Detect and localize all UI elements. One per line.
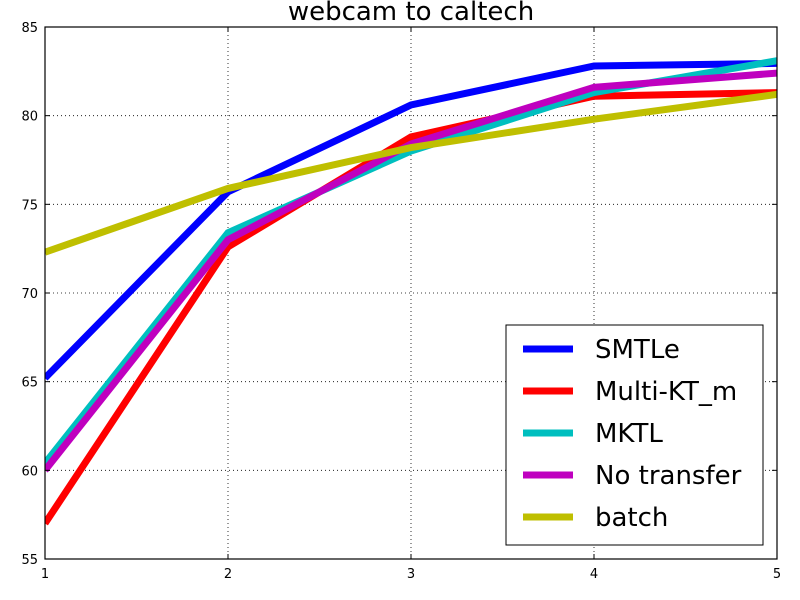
y-tick-label: 85 [21,21,38,36]
x-tick-label: 3 [407,567,415,582]
legend-label-batch: batch [595,503,668,533]
y-tick-label: 65 [21,376,38,391]
series-line-smtle [45,59,777,381]
y-tick-label: 60 [21,464,38,479]
series-line-no-transfer [45,69,777,473]
series-lines [45,57,777,526]
legend-label-multi-kt-m: Multi-KT_m [595,377,737,407]
series-line-multi-kt-m [45,89,777,526]
grid-lines [45,27,777,559]
legend-label-no-transfer: No transfer [595,461,742,491]
x-tick-label: 2 [224,567,232,582]
x-tick-label: 1 [41,567,49,582]
y-tick-label: 75 [21,198,38,213]
series-line-batch [45,90,777,256]
y-tick-label: 70 [21,287,38,302]
legend-label-mktl: MKTL [595,419,663,449]
y-tick-label: 55 [21,553,38,568]
y-tick-label: 80 [21,110,38,125]
x-tick-label: 4 [590,567,598,582]
chart-title: webcam to caltech [288,0,534,27]
legend: SMTLe Multi-KT_m MKTL No transfer batch [505,324,764,546]
x-tick-label: 5 [773,567,781,582]
legend-label-smtle: SMTLe [595,335,680,365]
